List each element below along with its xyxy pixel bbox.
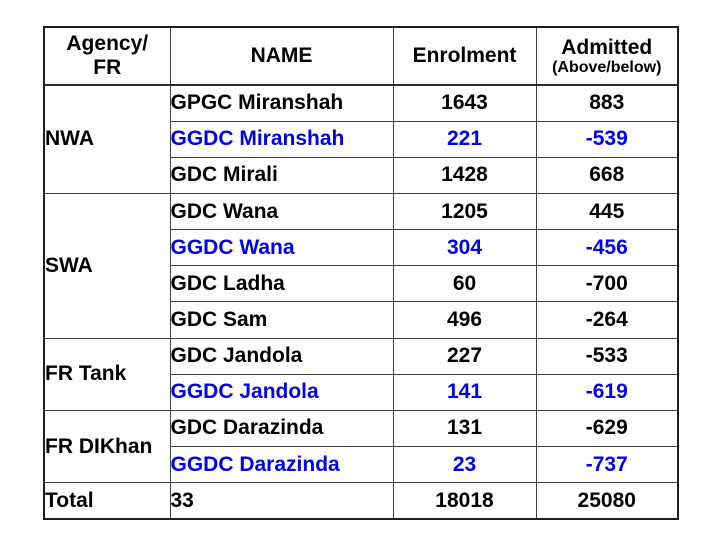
admitted-cell: -456 <box>535 229 679 267</box>
table-row: GGDC Miranshah 221 -539 <box>44 120 679 158</box>
enrolment-cell: 60 <box>392 265 537 303</box>
header-agency-fr: Agency/ FR <box>43 26 171 86</box>
agency-cell-fr-dikhan: FR DIKhan <box>43 409 171 484</box>
table-row: GGDC Darazinda 23 -737 <box>44 446 679 484</box>
enrolment-cell: 23 <box>392 446 537 484</box>
college-name-cell: GGDC Wana <box>169 229 394 267</box>
header-admitted-line2: (Above/below) <box>552 58 662 76</box>
table-row: SWA GDC Wana 1205 445 <box>43 192 679 339</box>
enrolment-cell: 304 <box>392 229 537 267</box>
header-enrolment: Enrolment <box>392 26 537 86</box>
header-agency-line2: FR <box>93 56 122 79</box>
admitted-cell: -533 <box>535 337 679 375</box>
admitted-cell: 445 <box>535 192 679 231</box>
table-row: NWA GPGC Miranshah 1643 883 <box>43 84 679 194</box>
enrolment-cell: 131 <box>392 409 537 448</box>
enrolment-cell: 1643 <box>392 84 537 122</box>
total-count-cell: 33 <box>169 482 394 520</box>
table-row: GDC Sam 496 -264 <box>44 301 679 339</box>
enrolment-cell: 227 <box>392 337 537 375</box>
admitted-cell: -539 <box>535 120 679 158</box>
enrolment-cell: 1428 <box>392 156 537 194</box>
enrolment-cell: 1205 <box>392 192 537 231</box>
college-name-cell: GPGC Miranshah <box>169 84 394 122</box>
header-row: Agency/ FR NAME Enrolment Admitted (Abov… <box>43 26 679 86</box>
table-row: GGDC Wana 304 -456 <box>44 229 679 267</box>
header-name: NAME <box>169 26 394 86</box>
table-row: GDC Ladha 60 -700 <box>44 265 679 303</box>
enrolment-cell: 221 <box>392 120 537 158</box>
college-name-cell: GGDC Jandola <box>169 373 394 411</box>
college-name-cell: GDC Jandola <box>169 337 394 375</box>
admitted-cell: -629 <box>535 409 679 448</box>
enrolment-cell: 141 <box>392 373 537 411</box>
agency-cell-fr-tank: FR Tank <box>43 337 171 411</box>
table-row: FR Tank GDC Jandola 227 -533 <box>43 337 679 411</box>
table-row: GGDC Jandola 141 -619 <box>44 373 679 411</box>
admitted-cell: 668 <box>535 156 679 194</box>
enrolment-table: Agency/ FR NAME Enrolment Admitted (Abov… <box>43 26 679 520</box>
header-agency-line1: Agency/ <box>66 31 149 55</box>
enrolment-cell: 496 <box>392 301 537 339</box>
college-name-cell: GDC Ladha <box>169 265 394 303</box>
admitted-cell: 883 <box>535 84 679 122</box>
college-name-cell: GGDC Miranshah <box>169 120 394 158</box>
header-admitted: Admitted (Above/below) <box>535 26 679 86</box>
total-enrolment-cell: 18018 <box>392 482 537 520</box>
table-row: FR DIKhan GDC Darazinda 131 -629 <box>43 409 679 484</box>
total-label-cell: Total <box>43 482 171 520</box>
college-name-cell: GDC Wana <box>169 192 394 231</box>
total-admitted-cell: 25080 <box>535 482 679 520</box>
college-name-cell: GDC Sam <box>169 301 394 339</box>
college-name-cell: GGDC Darazinda <box>169 446 394 484</box>
college-name-cell: GDC Mirali <box>169 156 394 194</box>
header-admitted-line1: Admitted <box>561 35 653 59</box>
agency-cell-swa: SWA <box>43 192 171 339</box>
admitted-cell: -264 <box>535 301 679 339</box>
admitted-cell: -737 <box>535 446 679 484</box>
college-name-cell: GDC Darazinda <box>169 409 394 448</box>
admitted-cell: -700 <box>535 265 679 303</box>
table-row: GDC Mirali 1428 668 <box>44 156 679 194</box>
agency-cell-nwa: NWA <box>43 84 171 194</box>
admitted-cell: -619 <box>535 373 679 411</box>
total-row: Total 33 18018 25080 <box>43 482 679 520</box>
